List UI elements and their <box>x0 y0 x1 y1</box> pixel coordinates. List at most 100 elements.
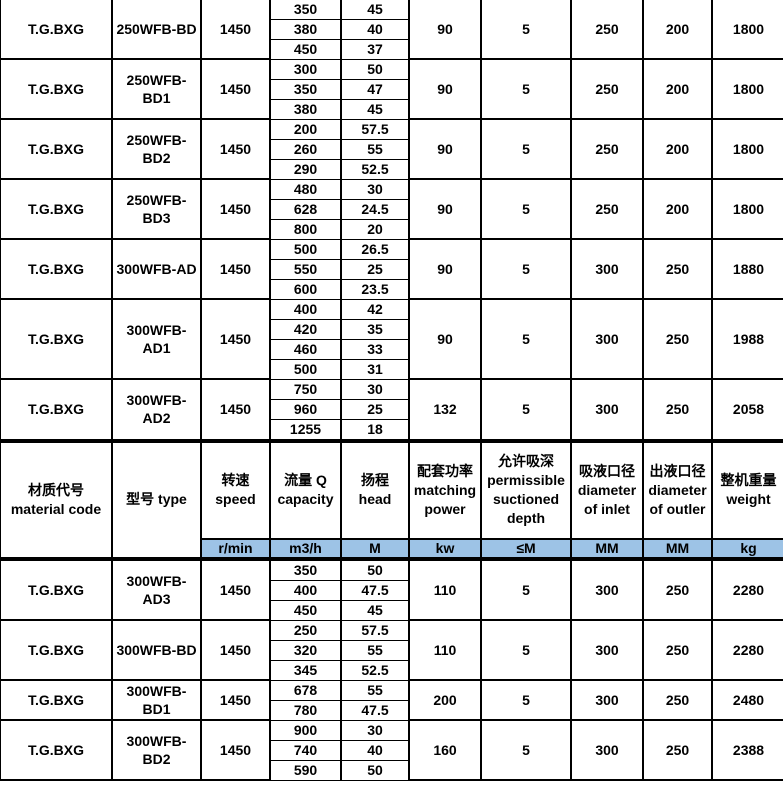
head-cell: 47.5 <box>340 579 410 601</box>
flow-cell: 678 <box>269 679 342 701</box>
inlet-diameter-cell: 250 <box>570 118 644 180</box>
flow-cell: 628 <box>269 198 342 220</box>
head-cell: 25 <box>340 258 410 280</box>
head-cell: 18 <box>340 418 410 441</box>
suction-depth-cell: 5 <box>480 58 572 120</box>
table-row: T.G.BXG 300WFB-BD2 1450 900 30 160 5 300 250 2388 <box>0 719 783 781</box>
flow-cell: 500 <box>269 358 342 380</box>
header-power: 配套功率 matching power <box>408 438 482 540</box>
outlet-diameter-cell: 250 <box>642 238 713 300</box>
speed-cell: 1450 <box>200 679 271 721</box>
table-row: 500 31 <box>0 358 783 380</box>
inlet-diameter-cell: 250 <box>570 58 644 120</box>
head-cell: 35 <box>340 318 410 340</box>
speed-cell: 1450 <box>200 719 271 781</box>
flow-cell: 800 <box>269 218 342 240</box>
outlet-diameter-cell: 250 <box>642 619 713 681</box>
power-cell: 132 <box>408 378 482 442</box>
unit-head: M <box>340 537 410 560</box>
power-cell: 90 <box>408 0 482 60</box>
type-cell: 300WFB-BD1 <box>111 679 202 721</box>
head-cell: 50 <box>340 759 410 781</box>
material-code-cell: T.G.BXG <box>0 556 113 621</box>
table-row: 350 47 <box>0 78 783 100</box>
speed-cell: 1450 <box>200 298 271 380</box>
head-cell: 30 <box>340 178 410 200</box>
speed-cell: 1450 <box>200 619 271 681</box>
head-cell: 31 <box>340 358 410 380</box>
speed-cell: 1450 <box>200 0 271 60</box>
outlet-diameter-cell: 250 <box>642 679 713 721</box>
suction-depth-cell: 5 <box>480 378 572 442</box>
material-code-cell: T.G.BXG <box>0 0 113 60</box>
flow-cell: 550 <box>269 258 342 280</box>
speed-cell: 1450 <box>200 118 271 180</box>
type-cell: 300WFB-AD <box>111 238 202 300</box>
inlet-diameter-cell: 300 <box>570 619 644 681</box>
weight-cell: 1800 <box>711 118 783 180</box>
flow-cell: 1255 <box>269 418 342 441</box>
head-cell: 47 <box>340 78 410 100</box>
unit-suction: ≤M <box>480 537 572 560</box>
material-code-cell: T.G.BXG <box>0 58 113 120</box>
flow-cell: 480 <box>269 178 342 200</box>
head-cell: 25 <box>340 398 410 420</box>
weight-cell: 1880 <box>711 238 783 300</box>
type-cell: 300WFB-AD1 <box>111 298 202 380</box>
table-row: 260 55 <box>0 138 783 160</box>
table-row: T.G.BXG 250WFB-BD2 1450 200 57.5 90 5 250 200 180… <box>0 118 783 180</box>
inlet-diameter-cell: 250 <box>570 0 644 60</box>
outlet-diameter-cell: 250 <box>642 378 713 442</box>
flow-cell: 400 <box>269 298 342 320</box>
flow-cell: 350 <box>269 78 342 100</box>
flow-cell: 260 <box>269 138 342 160</box>
head-cell: 55 <box>340 639 410 661</box>
power-cell: 90 <box>408 178 482 240</box>
weight-cell: 2280 <box>711 556 783 621</box>
flow-cell: 450 <box>269 38 342 60</box>
header-row: 材质代号 material code 型号 type 转速 speed 流量 Q ca… <box>0 438 783 560</box>
table-row: 420 35 <box>0 318 783 340</box>
flow-cell: 900 <box>269 719 342 741</box>
material-code-cell: T.G.BXG <box>0 178 113 240</box>
table-row: 345 52.5 <box>0 659 783 681</box>
head-cell: 57.5 <box>340 118 410 140</box>
outlet-diameter-cell: 250 <box>642 298 713 380</box>
speed-cell: 1450 <box>200 378 271 442</box>
header-speed: 转速 speed <box>200 438 271 540</box>
table-row: T.G.BXG 250WFB-BD 1450 350 45 90 5 250 200 1800 <box>0 0 783 60</box>
head-cell: 55 <box>340 138 410 160</box>
outlet-diameter-cell: 250 <box>642 556 713 621</box>
suction-depth-cell: 5 <box>480 556 572 621</box>
suction-depth-cell: 5 <box>480 0 572 60</box>
table-row: T.G.BXG 300WFB-AD 1450 500 26.5 90 5 300 250 1880 <box>0 238 783 300</box>
material-code-cell: T.G.BXG <box>0 118 113 180</box>
head-cell: 52.5 <box>340 158 410 180</box>
head-cell: 23.5 <box>340 278 410 300</box>
weight-cell: 2388 <box>711 719 783 781</box>
header-head: 扬程 head <box>340 438 410 540</box>
flow-cell: 320 <box>269 639 342 661</box>
unit-inlet: MM <box>570 537 644 560</box>
type-cell: 300WFB-BD <box>111 619 202 681</box>
weight-cell: 1988 <box>711 298 783 380</box>
table-row: T.G.BXG 250WFB-BD1 1450 300 50 90 5 250 200 1800 <box>0 58 783 120</box>
material-code-cell: T.G.BXG <box>0 619 113 681</box>
weight-cell: 2480 <box>711 679 783 721</box>
head-cell: 45 <box>340 0 410 20</box>
flow-cell: 200 <box>269 118 342 140</box>
head-cell: 24.5 <box>340 198 410 220</box>
head-cell: 50 <box>340 58 410 80</box>
flow-cell: 960 <box>269 398 342 420</box>
table-row: 590 50 <box>0 759 783 781</box>
inlet-diameter-cell: 300 <box>570 378 644 442</box>
speed-cell: 1450 <box>200 556 271 621</box>
inlet-diameter-cell: 300 <box>570 679 644 721</box>
type-cell: 300WFB-AD3 <box>111 556 202 621</box>
flow-cell: 460 <box>269 338 342 360</box>
flow-cell: 500 <box>269 238 342 260</box>
inlet-diameter-cell: 300 <box>570 556 644 621</box>
table-row: T.G.BXG 300WFB-AD3 1450 350 50 110 5 300 250 2280 <box>0 556 783 621</box>
head-cell: 52.5 <box>340 659 410 681</box>
head-cell: 45 <box>340 599 410 621</box>
